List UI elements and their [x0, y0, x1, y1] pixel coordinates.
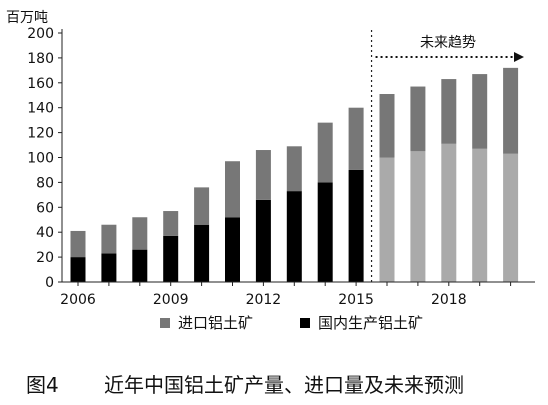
forecast-annotation: 未来趋势	[370, 30, 524, 282]
bar-import-2010	[194, 187, 210, 225]
y-tick-label: 0	[45, 275, 54, 291]
y-tick-label: 40	[36, 225, 54, 241]
legend-swatch-0	[160, 318, 170, 328]
bar-import-2020	[503, 67, 519, 154]
bar-domestic-2013	[286, 191, 302, 282]
x-tick-label-2015: 2015	[338, 292, 374, 308]
bar-import-2007	[101, 224, 117, 254]
bar-domestic-2018	[441, 143, 457, 282]
bar-import-2008	[132, 217, 148, 250]
forecast-annotation-label: 未来趋势	[420, 35, 476, 51]
figure-number: 图4	[26, 373, 59, 397]
forecast-arrow-head	[514, 52, 524, 62]
bar-import-2018	[441, 79, 457, 144]
x-tick-label-2009: 2009	[153, 292, 189, 308]
bar-domestic-2019	[472, 148, 488, 282]
x-tick-label-2012: 2012	[246, 292, 282, 308]
bar-domestic-2009	[163, 235, 179, 282]
bar-domestic-2012	[255, 199, 271, 282]
bar-import-2017	[410, 86, 426, 152]
bar-domestic-2007	[101, 253, 117, 282]
bar-import-2011	[225, 161, 240, 218]
y-axis-unit: 百万吨	[6, 10, 48, 26]
bar-domestic-2017	[410, 151, 426, 282]
bar-import-2009	[163, 211, 179, 236]
bar-domestic-2015	[348, 169, 364, 282]
bar-domestic-2011	[225, 217, 240, 282]
bar-domestic-2020	[503, 153, 519, 282]
legend: 进口铝土矿 国内生产铝土矿	[160, 314, 423, 332]
bar-domestic-2006	[70, 257, 86, 282]
y-tick-label: 200	[27, 26, 54, 42]
bar-import-2012	[255, 150, 271, 200]
bar-domestic-2008	[132, 249, 148, 282]
bar-import-2016	[379, 94, 395, 158]
x-tick-label-2018: 2018	[431, 292, 467, 308]
y-tick-label: 120	[27, 126, 54, 142]
figure-title: 近年中国铝土矿产量、进口量及未来预测	[104, 373, 464, 397]
bar-import-2006	[70, 230, 86, 258]
y-tick-label: 20	[36, 250, 54, 266]
bar-domestic-2010	[194, 224, 210, 282]
x-tick-label-2006: 2006	[60, 292, 96, 308]
legend-swatch-1	[300, 318, 310, 328]
y-tick-label: 140	[27, 101, 54, 117]
bar-import-2019	[472, 74, 488, 149]
figure-caption: 图4 近年中国铝土矿产量、进口量及未来预测	[0, 365, 548, 401]
bar-domestic-2016	[379, 157, 395, 282]
y-tick-label: 100	[27, 151, 54, 167]
y-tick-label: 60	[36, 200, 54, 216]
bar-domestic-2014	[317, 182, 333, 282]
legend-label-0: 进口铝土矿	[178, 314, 253, 332]
bar-import-2014	[317, 122, 333, 183]
bars	[70, 67, 519, 282]
y-axis: 百万吨 0 20 40 60 80 100 120 140 160 180 200	[6, 10, 63, 291]
legend-label-1: 国内生产铝土矿	[318, 314, 423, 332]
x-axis: 2006 2009 2012 2015 2018	[60, 281, 535, 308]
y-tick-label: 160	[27, 76, 54, 92]
bar-import-2015	[348, 107, 364, 170]
y-tick-label: 180	[27, 51, 54, 67]
bar-import-2013	[286, 146, 302, 192]
y-tick-label: 80	[36, 175, 54, 191]
